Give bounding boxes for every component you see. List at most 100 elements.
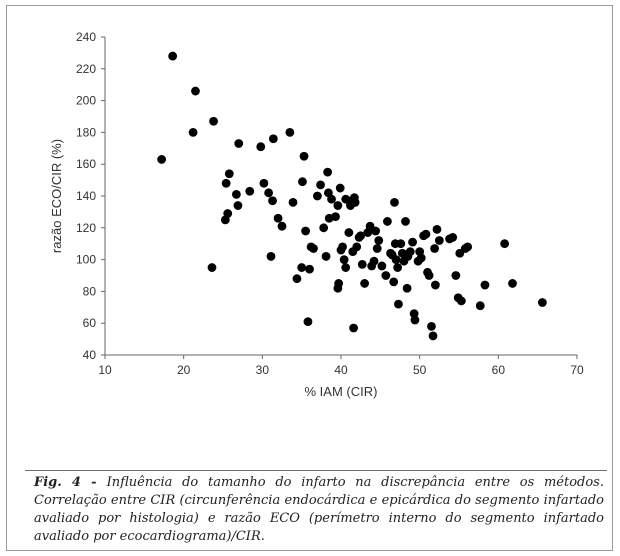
data-point bbox=[288, 197, 298, 207]
data-point bbox=[339, 255, 349, 264]
data-point bbox=[393, 263, 403, 272]
data-point bbox=[301, 226, 310, 236]
data-point bbox=[428, 331, 438, 341]
data-point bbox=[401, 217, 410, 226]
data-point bbox=[374, 236, 384, 245]
data-point bbox=[224, 169, 234, 179]
data-point bbox=[245, 186, 255, 196]
data-point bbox=[266, 252, 276, 261]
data-point bbox=[391, 255, 401, 264]
data-point bbox=[434, 236, 444, 245]
x-tick-label: 10 bbox=[98, 363, 112, 377]
y-tick-label: 120 bbox=[76, 221, 96, 235]
x-tick-label: 30 bbox=[256, 363, 270, 377]
data-point bbox=[223, 209, 233, 218]
y-tick-label: 80 bbox=[83, 284, 97, 298]
y-tick-label: 220 bbox=[76, 62, 96, 76]
y-tick-label: 100 bbox=[76, 253, 96, 267]
data-point bbox=[338, 242, 347, 252]
data-point bbox=[268, 134, 278, 144]
data-point bbox=[500, 239, 510, 249]
x-tick-label: 20 bbox=[177, 363, 191, 377]
data-point bbox=[396, 239, 406, 249]
caption-divider bbox=[25, 470, 607, 471]
x-tick-label: 70 bbox=[570, 363, 584, 377]
data-point bbox=[350, 197, 360, 207]
data-point bbox=[371, 226, 381, 236]
data-point bbox=[297, 263, 307, 272]
caption-text: Influência do tamanho do infarto na disc… bbox=[34, 475, 604, 544]
data-point bbox=[256, 142, 266, 152]
data-point bbox=[369, 256, 379, 266]
data-point bbox=[424, 271, 434, 280]
data-point bbox=[448, 232, 458, 242]
data-point bbox=[456, 296, 466, 306]
data-point bbox=[430, 244, 440, 253]
data-point bbox=[268, 196, 277, 206]
data-point bbox=[344, 228, 354, 237]
data-point bbox=[451, 271, 461, 280]
data-point bbox=[331, 212, 340, 222]
data-point bbox=[299, 151, 309, 161]
data-point bbox=[352, 242, 362, 252]
data-point bbox=[292, 274, 302, 284]
y-tick-label: 180 bbox=[76, 125, 96, 139]
data-point bbox=[356, 231, 366, 241]
caption-label: Fig. 4 - bbox=[34, 475, 107, 490]
data-point bbox=[394, 299, 403, 309]
data-point bbox=[309, 244, 318, 253]
data-point bbox=[463, 242, 473, 252]
y-axis-title: razão ECO/CIR (%) bbox=[49, 139, 64, 253]
data-point bbox=[207, 263, 217, 272]
figure-frame: 40 60 80 100 120 140 160 180 200 220 240 10 20 30 40 50… bbox=[6, 5, 613, 551]
data-point bbox=[335, 183, 345, 193]
y-tick-label: 60 bbox=[83, 316, 97, 330]
data-point bbox=[221, 178, 231, 188]
chart-axes: 40 60 80 100 120 140 160 180 200 220 240 10 20 30 40 50… bbox=[76, 30, 584, 377]
data-point bbox=[402, 283, 412, 293]
data-point bbox=[410, 315, 420, 325]
data-points bbox=[157, 51, 547, 341]
data-point bbox=[323, 167, 333, 177]
x-tick-label: 60 bbox=[492, 363, 506, 377]
data-point bbox=[233, 201, 243, 210]
data-point bbox=[234, 139, 244, 148]
data-point bbox=[357, 259, 367, 269]
data-point bbox=[333, 201, 343, 210]
data-point bbox=[381, 271, 391, 280]
data-point bbox=[334, 279, 344, 288]
data-point bbox=[405, 247, 415, 257]
y-tick-label: 160 bbox=[76, 157, 96, 171]
data-point bbox=[316, 180, 325, 190]
scatter-chart: 40 60 80 100 120 140 160 180 200 220 240 10 20 30 40 50… bbox=[49, 30, 584, 399]
data-point bbox=[313, 191, 322, 201]
data-point bbox=[475, 301, 485, 311]
y-tick-label: 200 bbox=[76, 94, 96, 108]
data-point bbox=[432, 224, 442, 234]
y-tick-label: 140 bbox=[76, 189, 96, 203]
y-tick-label: 40 bbox=[83, 348, 97, 362]
data-point bbox=[508, 279, 517, 288]
x-tick-label: 50 bbox=[413, 363, 427, 377]
data-point bbox=[431, 280, 440, 290]
data-point bbox=[188, 128, 198, 137]
data-point bbox=[408, 237, 417, 247]
data-point bbox=[303, 317, 313, 327]
data-point bbox=[259, 178, 269, 188]
data-point bbox=[389, 277, 399, 287]
data-point bbox=[427, 321, 436, 331]
data-point bbox=[321, 252, 331, 261]
data-point bbox=[480, 280, 490, 290]
data-point bbox=[319, 223, 329, 233]
y-tick-label: 240 bbox=[76, 30, 96, 44]
data-point bbox=[537, 298, 547, 307]
data-point bbox=[377, 261, 387, 271]
data-point bbox=[277, 221, 287, 231]
data-point bbox=[421, 229, 431, 239]
data-point bbox=[305, 264, 314, 274]
data-point bbox=[168, 51, 178, 61]
data-point bbox=[191, 86, 200, 96]
data-point bbox=[372, 244, 382, 253]
data-point bbox=[264, 188, 274, 198]
figure-caption: Fig. 4 - Influência do tamanho do infart… bbox=[34, 474, 604, 546]
